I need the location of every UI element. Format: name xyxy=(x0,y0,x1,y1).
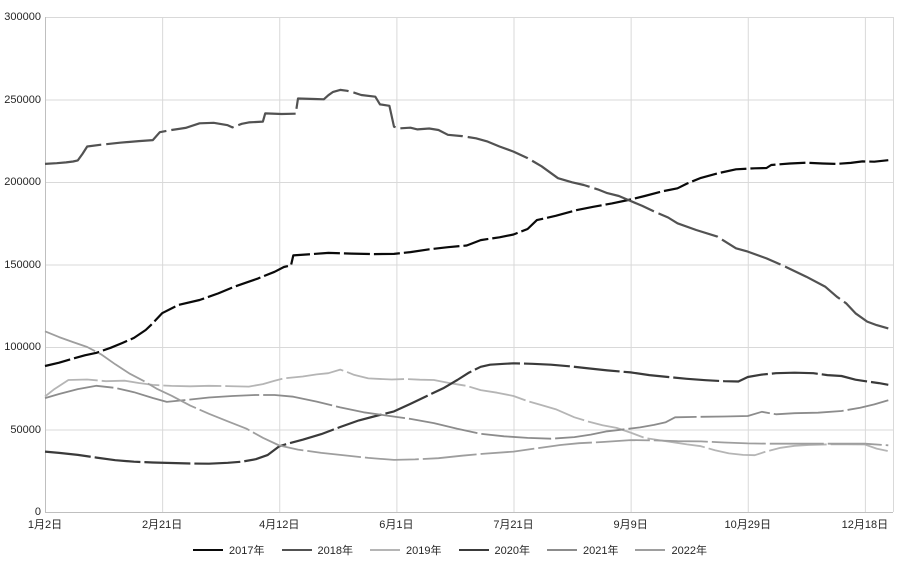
legend-item-2018年: 2018年 xyxy=(281,542,354,558)
legend-item-2017年: 2017年 xyxy=(193,542,265,558)
series-line-2021年 xyxy=(44,384,889,440)
x-tick-label: 2月21日 xyxy=(141,519,183,531)
y-tick-label: 0 xyxy=(34,506,41,518)
series-line-2020年 xyxy=(44,362,889,465)
series-line-2022年 xyxy=(44,330,889,461)
legend-label: 2022年 xyxy=(671,545,707,557)
legend-label: 2019年 xyxy=(406,545,442,557)
legend-line-swatch xyxy=(281,549,312,551)
legend-label: 2017年 xyxy=(229,545,265,557)
series-line-2018年 xyxy=(44,88,889,330)
x-tick-label: 9月9日 xyxy=(613,519,648,531)
y-tick-label: 50000 xyxy=(10,423,41,436)
y-tick-label: 300000 xyxy=(4,11,41,23)
legend-label: 2020年 xyxy=(494,545,530,557)
legend-item-2022年: 2022年 xyxy=(635,542,707,558)
legend-line-swatch xyxy=(370,549,401,551)
x-tick-label: 4月12日 xyxy=(259,519,300,531)
series-line-2017年 xyxy=(44,159,889,368)
series-line-2019年 xyxy=(44,368,889,457)
legend-item-2019年: 2019年 xyxy=(370,542,442,558)
legend-line-swatch xyxy=(458,549,489,551)
x-tick-label: 6月1日 xyxy=(379,519,414,531)
legend-line-swatch xyxy=(193,549,224,551)
legend-item-2020年: 2020年 xyxy=(458,542,530,558)
y-tick-label: 200000 xyxy=(4,176,41,188)
y-tick-label: 150000 xyxy=(4,258,41,271)
x-tick-label: 10月29日 xyxy=(724,519,771,531)
legend-item-2021年: 2021年 xyxy=(546,542,619,558)
x-tick-label: 12月18日 xyxy=(841,519,889,531)
legend-line-swatch xyxy=(635,549,666,551)
legend-label: 2018年 xyxy=(317,545,354,557)
legend-label: 2021年 xyxy=(582,545,619,557)
y-tick-label: 250000 xyxy=(4,93,41,106)
x-tick-label: 7月21日 xyxy=(493,519,534,531)
x-tick-label: 1月2日 xyxy=(27,519,63,531)
legend-line-swatch xyxy=(546,549,577,551)
chart-legend: 2017年 2018年 2019年 2020年 2021年 2022年 xyxy=(0,542,900,558)
y-tick-label: 100000 xyxy=(4,341,41,353)
